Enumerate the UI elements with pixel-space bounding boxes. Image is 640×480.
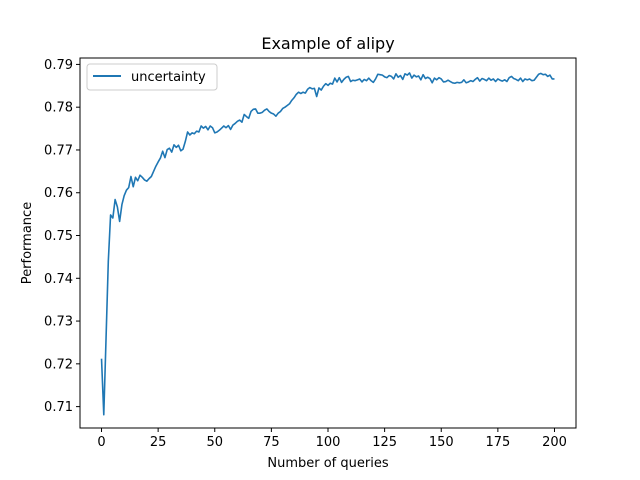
x-tick-label: 0: [97, 435, 105, 450]
legend-box: [86, 63, 218, 91]
series-layer: [100, 72, 555, 416]
y-axis-ticks: 0.71 0.72 0.73 0.74 0.75 0.76 0.77 0.78 0.79: [44, 58, 80, 415]
y-axis-label: Performance: [20, 202, 35, 284]
y-tick-label: 0.72: [44, 357, 73, 372]
y-tick-label: 0.79: [44, 58, 73, 73]
x-tick-label: 175: [485, 435, 510, 450]
legend: uncertainty: [86, 63, 218, 91]
plot-area: 0 25 50 75 100 125 150 175 200 0.710.720.730.740…: [44, 57, 577, 450]
y-tick-label: 0.74: [44, 272, 73, 287]
y-tick-label: 0.77: [44, 143, 73, 158]
x-tick-label: 75: [263, 435, 280, 450]
x-tick-label: 200: [542, 435, 567, 450]
x-tick-label: 25: [150, 435, 167, 450]
y-tick-label: 0.73: [44, 315, 73, 330]
chart-title: Example of alipy: [261, 34, 394, 53]
y-tick-label: 0.78: [44, 101, 73, 116]
y-tick-label: 0.75: [44, 229, 73, 244]
legend-label-uncertainty: uncertainty: [131, 70, 206, 85]
y-tick-label: 0.76: [44, 186, 73, 201]
series-line-uncertainty: [100, 72, 555, 416]
x-axis-ticks: 0 25 50 75 100 125 150 175 200: [97, 428, 567, 450]
y-tick-label: 0.71: [44, 400, 73, 415]
x-axis-label: Number of queries: [267, 456, 388, 471]
x-tick-label: 100: [316, 435, 341, 450]
x-tick-label: 125: [372, 435, 397, 450]
x-tick-label: 150: [429, 435, 454, 450]
x-tick-label: 50: [206, 435, 223, 450]
